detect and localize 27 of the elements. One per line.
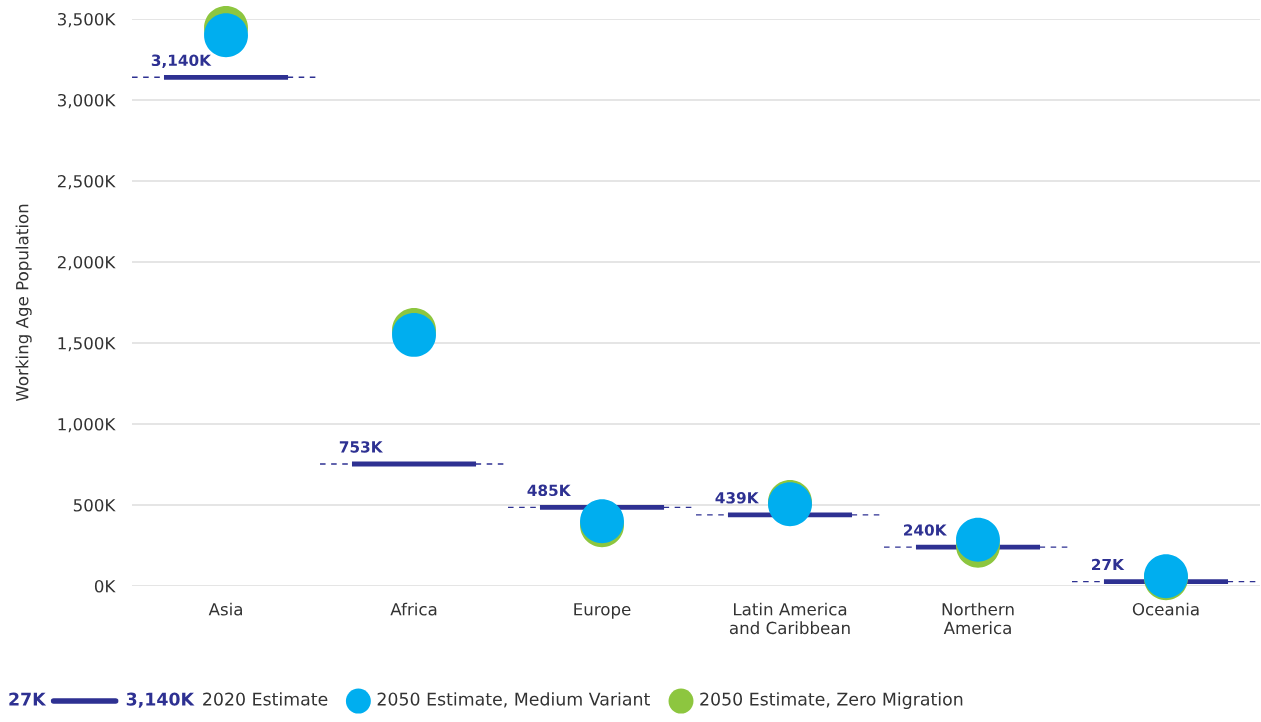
y-tick-label: 3,500K bbox=[57, 12, 116, 28]
text: 27K bbox=[9, 692, 47, 706]
x-tick-label: Europe bbox=[574, 603, 631, 619]
x-tick-label: Africa bbox=[390, 602, 437, 616]
legend-label: 2050 Estimate, Zero Migration bbox=[700, 692, 963, 709]
y-tick-label: 1,500K bbox=[58, 336, 116, 352]
y-tick-label: 1,000K bbox=[58, 417, 116, 433]
ref-line-label: 753K bbox=[339, 441, 384, 453]
legend-label: 2050 Estimate, Medium Variant bbox=[377, 692, 650, 708]
x-tick-label: Northern America bbox=[942, 602, 1014, 635]
y-tick-label: 2,000K bbox=[57, 255, 116, 271]
ref-line-label: 439K bbox=[715, 492, 759, 504]
x-tick-label: Oceania bbox=[1132, 602, 1199, 616]
y-tick-label: 500K bbox=[73, 498, 116, 512]
ref-line-label: 240K bbox=[904, 524, 947, 536]
y-tick-label: 2,500K bbox=[57, 174, 116, 190]
text: 2020 Estimate bbox=[203, 692, 328, 706]
y-tick-label: 3,000K bbox=[57, 93, 116, 109]
x-tick-label: Asia bbox=[208, 602, 242, 616]
ref-line-label: 27K bbox=[1092, 558, 1125, 571]
point bbox=[956, 517, 1000, 562]
text: 3,140K bbox=[126, 692, 195, 708]
y-axis-title: Working Age Population bbox=[15, 204, 32, 402]
ref-line-label: 3,140K bbox=[151, 54, 212, 68]
y-tick-label: 0K bbox=[94, 579, 116, 593]
ref-line-label: 485K bbox=[527, 484, 572, 497]
x-tick-label: Latin America and Caribbean bbox=[729, 602, 850, 635]
